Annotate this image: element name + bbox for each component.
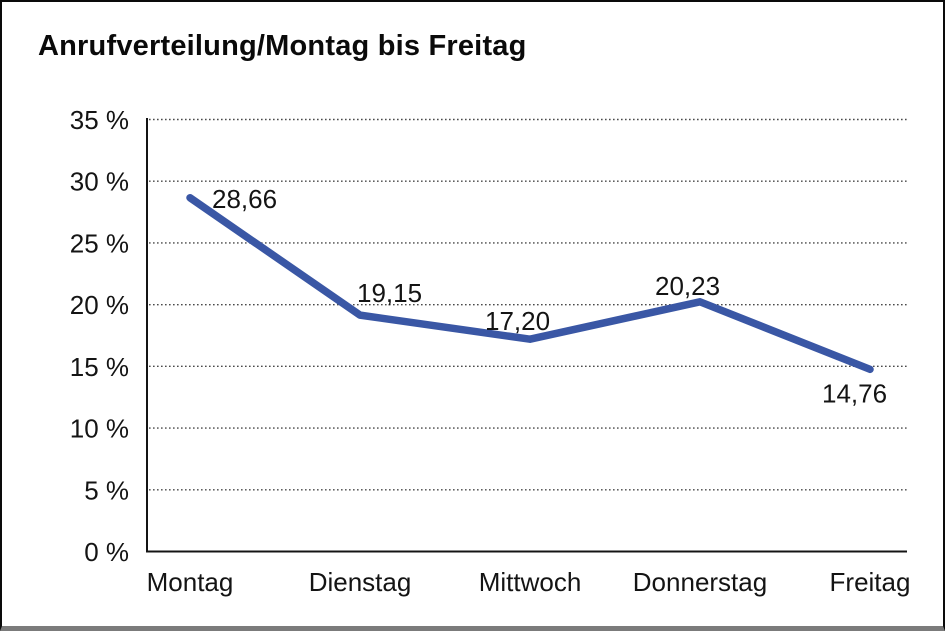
y-tick-label: 10 % [70,414,129,444]
data-label: 14,76 [822,378,887,408]
data-label: 17,20 [485,306,550,336]
data-label: 20,23 [655,271,720,301]
y-tick-label: 35 % [70,105,129,135]
x-category-label: Dienstag [309,567,412,597]
x-category-label: Donnerstag [633,567,767,597]
y-tick-label: 25 % [70,228,129,258]
y-tick-label: 20 % [70,290,129,320]
y-tick-label: 5 % [84,475,129,505]
series-line [186,194,874,374]
y-tick-label: 30 % [70,167,129,197]
x-category-label: Montag [147,567,234,597]
x-category-label: Mittwoch [479,567,582,597]
data-label: 28,66 [212,184,277,214]
y-tick-label: 15 % [70,352,129,382]
x-category-label: Freitag [830,567,911,597]
chart-title: Anrufverteilung/Montag bis Freitag [38,30,527,62]
y-tick-label: 0 % [84,537,129,567]
data-label: 19,15 [357,278,422,308]
